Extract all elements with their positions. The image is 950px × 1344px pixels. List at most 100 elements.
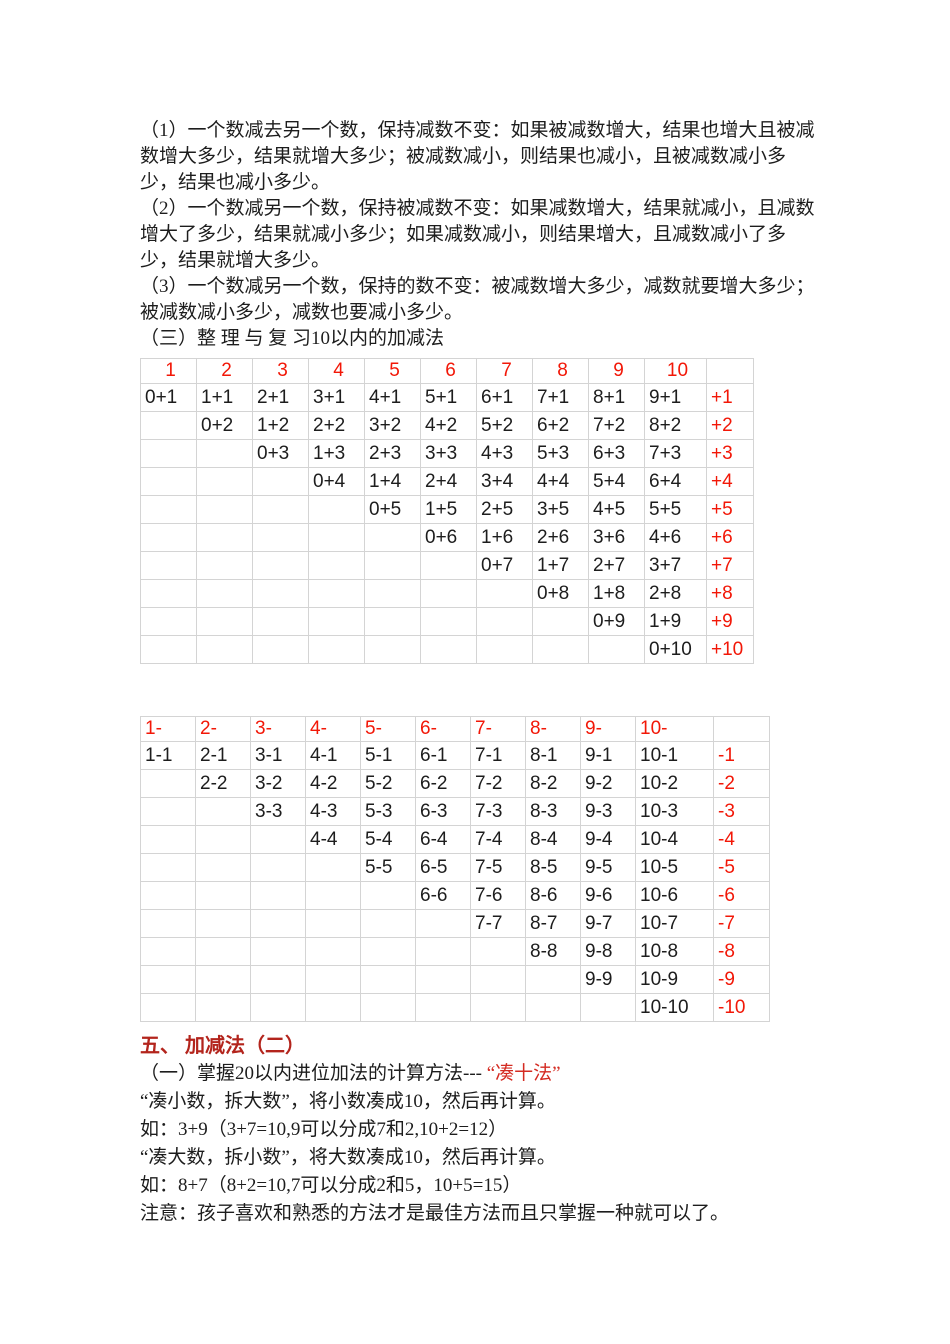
table-cell: 5+1 <box>420 383 477 412</box>
table-cell: 6-5 <box>415 853 471 882</box>
table-cell: 3+5 <box>532 495 589 524</box>
table-cell: 0+3 <box>252 439 309 468</box>
table-cell <box>470 965 526 994</box>
table-cell <box>360 881 416 910</box>
table-cell <box>140 411 197 440</box>
column-header: 5 <box>364 358 421 384</box>
method-example-2: 如：8+7（8+2=10,7可以分成2和5，10+5=15） <box>140 1175 522 1196</box>
table-cell: 4-3 <box>305 797 361 826</box>
table-cell: 6-4 <box>415 825 471 854</box>
table-cell <box>140 853 196 882</box>
table-cell <box>250 881 306 910</box>
table-cell <box>476 579 533 608</box>
table-cell: 9-7 <box>580 909 636 938</box>
table-cell: 10-8 <box>635 937 714 966</box>
header-row: 1 2 3 4 5 6 7 8 9 10 <box>140 358 754 384</box>
table-cell: 0+4 <box>308 467 365 496</box>
table-cell <box>364 607 421 636</box>
table-cell <box>195 965 251 994</box>
table-cell: 5-4 <box>360 825 416 854</box>
table-cell: 9-2 <box>580 769 636 798</box>
column-header: 2 <box>196 358 253 384</box>
table-cell <box>252 635 309 664</box>
table-cell <box>140 965 196 994</box>
method-line-small: “凑小数，拆大数”，将小数凑成10，然后再计算。 <box>140 1091 556 1112</box>
table-cell <box>250 853 306 882</box>
table-cell: -7 <box>713 909 770 938</box>
column-header: 8- <box>525 716 581 742</box>
table-cell: -8 <box>713 937 770 966</box>
table-cell <box>588 635 645 664</box>
table-cell <box>195 853 251 882</box>
table-cell: 6-2 <box>415 769 471 798</box>
table-cell: -2 <box>713 769 770 798</box>
intro-section: （1）一个数减去另一个数，保持减数不变：如果被减数增大，结果也增大且被减数增大多… <box>140 118 818 352</box>
method-note: 注意：孩子喜欢和熟悉的方法才是最佳方法而且只掌握一种就可以了。 <box>140 1203 730 1224</box>
table-cell: 1+2 <box>252 411 309 440</box>
table-cell <box>415 937 471 966</box>
table-cell: 8+1 <box>588 383 645 412</box>
table-cell <box>360 965 416 994</box>
table-cell: 8-7 <box>525 909 581 938</box>
table-cell: 9+1 <box>644 383 707 412</box>
table-cell: 4-4 <box>305 825 361 854</box>
table-cell: 8-2 <box>525 769 581 798</box>
table-cell: 6-3 <box>415 797 471 826</box>
table-cell <box>250 993 306 1022</box>
table-cell: -6 <box>713 881 770 910</box>
table-cell: 6+2 <box>532 411 589 440</box>
table-cell <box>140 495 197 524</box>
table-cell: 9-5 <box>580 853 636 882</box>
column-header: 9- <box>580 716 636 742</box>
column-header: 10 <box>644 358 707 384</box>
table-cell: 2+5 <box>476 495 533 524</box>
table-cell: 5+4 <box>588 467 645 496</box>
table-cell: -5 <box>713 853 770 882</box>
table-cell: 9-9 <box>580 965 636 994</box>
table-cell: 9-1 <box>580 741 636 770</box>
column-header: 10- <box>635 716 714 742</box>
table-cell: 7-4 <box>470 825 526 854</box>
table-cell: 0+8 <box>532 579 589 608</box>
table-cell: 4-2 <box>305 769 361 798</box>
table-cell: 2+4 <box>420 467 477 496</box>
table-row: 9-9 10-9 -9 <box>140 965 770 994</box>
method-example-1: 如：3+9（3+7=10,9可以分成7和2,10+2=12） <box>140 1119 508 1140</box>
table-cell: 0+10 <box>644 635 707 664</box>
table-cell: -10 <box>713 993 770 1022</box>
table-cell: 1+8 <box>588 579 645 608</box>
table-cell: 8-4 <box>525 825 581 854</box>
table-row: 10-10 -10 <box>140 993 770 1022</box>
table-cell: 4+4 <box>532 467 589 496</box>
table-cell <box>140 993 196 1022</box>
table-cell: 1+4 <box>364 467 421 496</box>
table-cell <box>140 881 196 910</box>
table-cell: 6+1 <box>476 383 533 412</box>
column-header: 9 <box>588 358 645 384</box>
table-cell: 3-1 <box>250 741 306 770</box>
method-line-big: “凑大数，拆小数”，将大数凑成10，然后再计算。 <box>140 1147 556 1168</box>
table-cell <box>140 937 196 966</box>
table-cell <box>195 797 251 826</box>
table-cell: 5-5 <box>360 853 416 882</box>
table-cell: 1+6 <box>476 523 533 552</box>
table-cell: 5-1 <box>360 741 416 770</box>
table-cell <box>364 579 421 608</box>
table-cell: 4+5 <box>588 495 645 524</box>
column-header <box>713 716 770 742</box>
table-cell: 6-1 <box>415 741 471 770</box>
table-cell <box>308 579 365 608</box>
table-cell <box>308 495 365 524</box>
table-cell: +9 <box>706 607 754 636</box>
table-cell <box>195 993 251 1022</box>
table-cell: 10-3 <box>635 797 714 826</box>
table-cell: 8+2 <box>644 411 707 440</box>
table-row: 0+6 1+6 2+6 3+6 4+6 +6 <box>140 523 754 552</box>
table-cell: 0+2 <box>196 411 253 440</box>
table-cell <box>196 495 253 524</box>
table-cell <box>140 769 196 798</box>
table-cell: 10-10 <box>635 993 714 1022</box>
table-cell <box>420 607 477 636</box>
table-cell: 1-1 <box>140 741 196 770</box>
